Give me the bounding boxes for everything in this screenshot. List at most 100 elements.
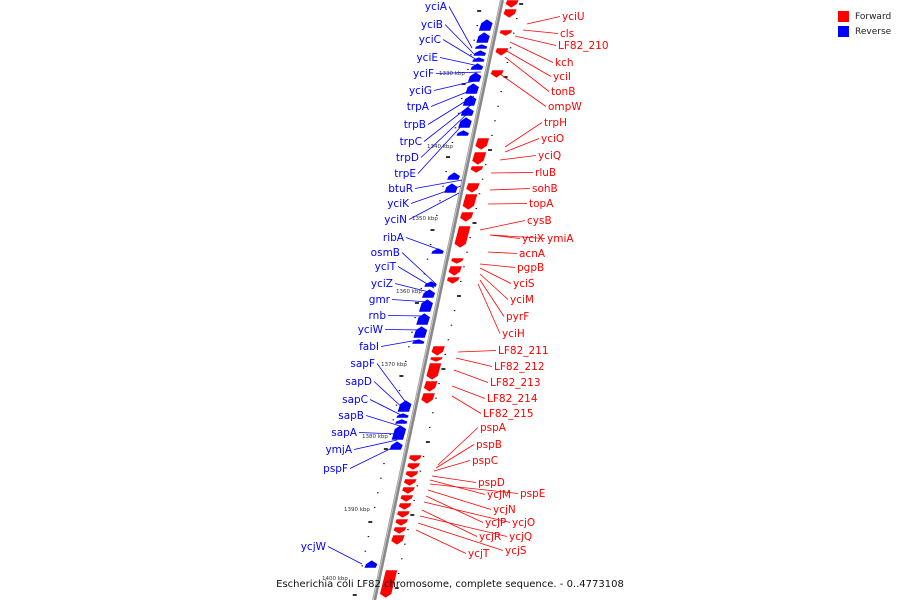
leader-line	[522, 29, 559, 34]
reverse-swatch	[838, 26, 849, 37]
leader-line	[380, 339, 419, 347]
leader-line	[526, 16, 561, 25]
leader-line	[427, 95, 475, 125]
tick-label: 1380 kbp	[362, 434, 388, 440]
gene-rev-11	[455, 129, 470, 137]
gene-rev-8	[462, 94, 478, 107]
gene-rev-19	[412, 325, 428, 339]
gene-rev-4	[471, 56, 486, 63]
leader-line	[504, 138, 540, 153]
leader-line	[408, 192, 460, 220]
map-caption: Escherichia coli LF82 chromosome, comple…	[276, 579, 624, 590]
leader-line	[444, 24, 475, 55]
gene-label: pspE	[520, 488, 545, 500]
leader-line	[479, 273, 509, 300]
gene-fwd-0	[504, 0, 520, 9]
gene-rev-1	[475, 31, 491, 44]
gene-fwd-25	[399, 494, 415, 503]
leader-line	[423, 103, 473, 142]
gene-label: LF82_210	[558, 40, 609, 52]
leader-line	[448, 6, 473, 49]
leader-line	[410, 185, 462, 204]
leader-line	[358, 432, 399, 435]
legend: Forward Reverse	[838, 9, 891, 39]
gene-label: yciW	[358, 324, 384, 336]
gene-label: osmB	[371, 247, 400, 259]
gene-fwd-11	[453, 225, 472, 249]
gene-label: pspA	[480, 422, 507, 434]
gene-label: yciZ	[371, 278, 393, 290]
gene-fwd-20	[408, 454, 423, 463]
gene-rev-21	[396, 399, 413, 413]
gene-label: cysB	[527, 215, 552, 227]
gene-rev-18	[415, 312, 431, 326]
gene-label: kch	[555, 57, 574, 69]
gene-rev-26	[363, 559, 379, 569]
leader-line	[391, 299, 430, 303]
gene-fwd-19	[420, 392, 436, 405]
gene-label: LF82_212	[494, 361, 545, 373]
gene-label: LF82_214	[487, 393, 538, 405]
gene-fwd-2	[498, 29, 514, 37]
gene-rev-5	[469, 62, 484, 71]
gene-label: pspD	[478, 477, 505, 489]
gene-rev-12	[446, 171, 461, 181]
gene-label: ymiA	[547, 233, 574, 245]
leader-line	[427, 489, 492, 510]
backbone-line	[372, 0, 504, 600]
leader-line	[435, 71, 482, 74]
gene-label: sapC	[342, 394, 368, 406]
gene-fwd-15	[430, 345, 446, 357]
gene-label: yciX	[522, 233, 544, 245]
leader-line	[415, 529, 467, 554]
gene-label: sapF	[350, 358, 375, 370]
leader-line	[387, 315, 427, 317]
leader-line	[414, 179, 463, 189]
forward-label: Forward	[855, 11, 892, 22]
backbone-highlight	[372, 0, 502, 600]
leader-line	[477, 283, 501, 334]
gene-rev-3	[472, 49, 487, 57]
leader-line	[479, 220, 526, 231]
leader-line	[433, 460, 471, 472]
leader-line	[369, 399, 404, 417]
gene-label: fabI	[359, 341, 379, 353]
gene-label: yciI	[553, 71, 571, 83]
gene-fwd-28	[394, 518, 409, 527]
gene-label: pyrF	[506, 311, 529, 323]
leader-line	[420, 111, 470, 158]
leader-line	[394, 283, 434, 294]
gene-fwd-26	[397, 502, 413, 511]
leader-line	[405, 237, 444, 252]
leader-line	[479, 267, 512, 284]
gene-label: tonB	[551, 86, 575, 98]
tick-label: 1340 kbp	[427, 144, 453, 150]
gene-label: rluB	[535, 167, 556, 179]
gene-label: gmr	[369, 294, 391, 306]
leader-line	[419, 515, 508, 537]
gene-label: yciU	[562, 11, 585, 23]
gene-label: pspC	[472, 455, 498, 467]
gene-label: sohB	[532, 183, 558, 195]
leader-line	[489, 188, 531, 191]
gene-fwd-29	[392, 526, 408, 535]
gene-features	[363, 0, 520, 599]
gene-fwd-5	[474, 137, 491, 151]
gene-label: topA	[529, 198, 554, 210]
gene-label: LF82_211	[498, 345, 549, 357]
leader-line	[490, 172, 534, 174]
gene-label: ribA	[383, 232, 405, 244]
gene-label: yciF	[413, 68, 434, 80]
gene-fwd-7	[469, 165, 485, 174]
tick-label: 1350 kbp	[412, 216, 438, 222]
leader-line	[397, 266, 435, 289]
gene-rev-0	[477, 18, 494, 32]
gene-fwd-9	[461, 193, 479, 211]
gene-rev-14	[430, 247, 445, 255]
gene-fwd-1	[502, 8, 518, 19]
legend-reverse: Reverse	[838, 24, 891, 39]
gene-label: yciM	[510, 294, 534, 306]
gene-label: acnA	[519, 248, 546, 260]
legend-forward: Forward	[838, 9, 891, 24]
leader-line	[437, 427, 479, 466]
